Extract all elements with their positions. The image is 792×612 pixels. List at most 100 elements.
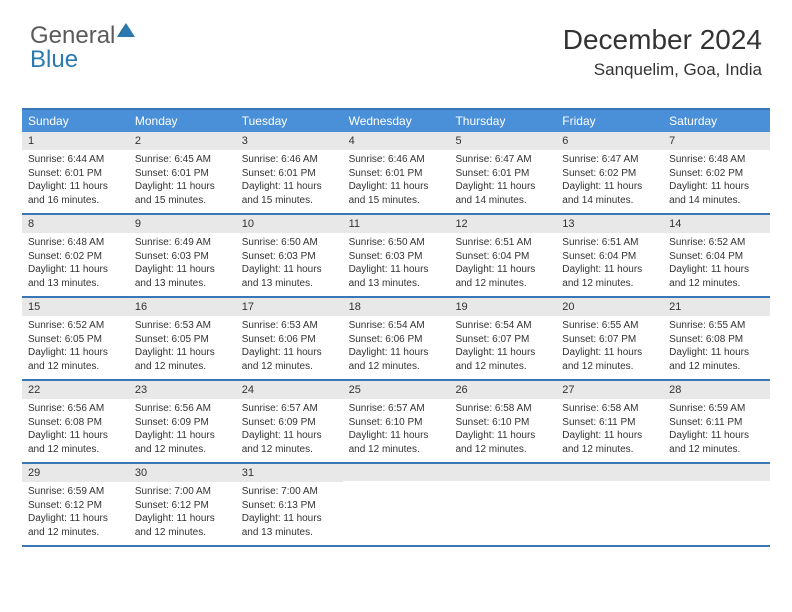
day-number: 18 (343, 298, 450, 316)
day-cell: 5Sunrise: 6:47 AMSunset: 6:01 PMDaylight… (449, 132, 556, 213)
day-cell: 4Sunrise: 6:46 AMSunset: 6:01 PMDaylight… (343, 132, 450, 213)
day-number: 26 (449, 381, 556, 399)
weekday-header: Friday (556, 110, 663, 132)
weekday-header: Monday (129, 110, 236, 132)
day-body: Sunrise: 6:46 AMSunset: 6:01 PMDaylight:… (343, 150, 450, 213)
day-cell: 7Sunrise: 6:48 AMSunset: 6:02 PMDaylight… (663, 132, 770, 213)
day-number: 24 (236, 381, 343, 399)
day-body: Sunrise: 6:54 AMSunset: 6:07 PMDaylight:… (449, 316, 556, 379)
day-number: 11 (343, 215, 450, 233)
day-body: Sunrise: 6:52 AMSunset: 6:04 PMDaylight:… (663, 233, 770, 296)
day-body: Sunrise: 6:48 AMSunset: 6:02 PMDaylight:… (22, 233, 129, 296)
day-number: 27 (556, 381, 663, 399)
day-cell (663, 464, 770, 545)
weekday-header: Sunday (22, 110, 129, 132)
day-cell: 12Sunrise: 6:51 AMSunset: 6:04 PMDayligh… (449, 215, 556, 296)
day-body: Sunrise: 6:55 AMSunset: 6:08 PMDaylight:… (663, 316, 770, 379)
day-body: Sunrise: 6:50 AMSunset: 6:03 PMDaylight:… (343, 233, 450, 296)
day-cell (556, 464, 663, 545)
weekday-header: Wednesday (343, 110, 450, 132)
day-cell: 22Sunrise: 6:56 AMSunset: 6:08 PMDayligh… (22, 381, 129, 462)
day-cell: 28Sunrise: 6:59 AMSunset: 6:11 PMDayligh… (663, 381, 770, 462)
day-number: 30 (129, 464, 236, 482)
day-number: 17 (236, 298, 343, 316)
day-cell: 31Sunrise: 7:00 AMSunset: 6:13 PMDayligh… (236, 464, 343, 545)
day-number: 4 (343, 132, 450, 150)
day-cell: 19Sunrise: 6:54 AMSunset: 6:07 PMDayligh… (449, 298, 556, 379)
day-cell: 15Sunrise: 6:52 AMSunset: 6:05 PMDayligh… (22, 298, 129, 379)
day-cell: 3Sunrise: 6:46 AMSunset: 6:01 PMDaylight… (236, 132, 343, 213)
day-cell: 30Sunrise: 7:00 AMSunset: 6:12 PMDayligh… (129, 464, 236, 545)
day-body: Sunrise: 6:44 AMSunset: 6:01 PMDaylight:… (22, 150, 129, 213)
day-cell: 25Sunrise: 6:57 AMSunset: 6:10 PMDayligh… (343, 381, 450, 462)
day-body: Sunrise: 6:51 AMSunset: 6:04 PMDaylight:… (449, 233, 556, 296)
day-cell: 8Sunrise: 6:48 AMSunset: 6:02 PMDaylight… (22, 215, 129, 296)
day-cell (449, 464, 556, 545)
day-cell: 21Sunrise: 6:55 AMSunset: 6:08 PMDayligh… (663, 298, 770, 379)
day-number: 25 (343, 381, 450, 399)
day-body: Sunrise: 6:48 AMSunset: 6:02 PMDaylight:… (663, 150, 770, 213)
day-number: 29 (22, 464, 129, 482)
weekday-header: Saturday (663, 110, 770, 132)
day-body: Sunrise: 6:59 AMSunset: 6:11 PMDaylight:… (663, 399, 770, 462)
day-body: Sunrise: 7:00 AMSunset: 6:13 PMDaylight:… (236, 482, 343, 545)
day-body: Sunrise: 6:52 AMSunset: 6:05 PMDaylight:… (22, 316, 129, 379)
location: Sanquelim, Goa, India (563, 60, 762, 80)
day-number: 19 (449, 298, 556, 316)
day-body: Sunrise: 6:51 AMSunset: 6:04 PMDaylight:… (556, 233, 663, 296)
weekday-header: Tuesday (236, 110, 343, 132)
day-cell (343, 464, 450, 545)
day-body: Sunrise: 6:53 AMSunset: 6:06 PMDaylight:… (236, 316, 343, 379)
day-body: Sunrise: 6:59 AMSunset: 6:12 PMDaylight:… (22, 482, 129, 545)
day-cell: 14Sunrise: 6:52 AMSunset: 6:04 PMDayligh… (663, 215, 770, 296)
day-cell: 13Sunrise: 6:51 AMSunset: 6:04 PMDayligh… (556, 215, 663, 296)
day-body: Sunrise: 6:47 AMSunset: 6:01 PMDaylight:… (449, 150, 556, 213)
day-cell: 29Sunrise: 6:59 AMSunset: 6:12 PMDayligh… (22, 464, 129, 545)
day-cell: 20Sunrise: 6:55 AMSunset: 6:07 PMDayligh… (556, 298, 663, 379)
day-number: 1 (22, 132, 129, 150)
day-body: Sunrise: 6:50 AMSunset: 6:03 PMDaylight:… (236, 233, 343, 296)
day-cell: 27Sunrise: 6:58 AMSunset: 6:11 PMDayligh… (556, 381, 663, 462)
day-cell: 24Sunrise: 6:57 AMSunset: 6:09 PMDayligh… (236, 381, 343, 462)
month-title: December 2024 (563, 24, 762, 56)
day-cell: 16Sunrise: 6:53 AMSunset: 6:05 PMDayligh… (129, 298, 236, 379)
day-number: 14 (663, 215, 770, 233)
weeks-container: 1Sunrise: 6:44 AMSunset: 6:01 PMDaylight… (22, 132, 770, 547)
day-number: 16 (129, 298, 236, 316)
day-body: Sunrise: 7:00 AMSunset: 6:12 PMDaylight:… (129, 482, 236, 545)
day-cell: 23Sunrise: 6:56 AMSunset: 6:09 PMDayligh… (129, 381, 236, 462)
day-number: 15 (22, 298, 129, 316)
day-body: Sunrise: 6:56 AMSunset: 6:09 PMDaylight:… (129, 399, 236, 462)
day-number: 12 (449, 215, 556, 233)
week-row: 15Sunrise: 6:52 AMSunset: 6:05 PMDayligh… (22, 298, 770, 381)
day-cell: 18Sunrise: 6:54 AMSunset: 6:06 PMDayligh… (343, 298, 450, 379)
day-number: 10 (236, 215, 343, 233)
week-row: 8Sunrise: 6:48 AMSunset: 6:02 PMDaylight… (22, 215, 770, 298)
day-number: 6 (556, 132, 663, 150)
day-cell: 2Sunrise: 6:45 AMSunset: 6:01 PMDaylight… (129, 132, 236, 213)
weekday-header: Thursday (449, 110, 556, 132)
day-cell: 17Sunrise: 6:53 AMSunset: 6:06 PMDayligh… (236, 298, 343, 379)
day-cell: 26Sunrise: 6:58 AMSunset: 6:10 PMDayligh… (449, 381, 556, 462)
day-body: Sunrise: 6:53 AMSunset: 6:05 PMDaylight:… (129, 316, 236, 379)
day-cell: 6Sunrise: 6:47 AMSunset: 6:02 PMDaylight… (556, 132, 663, 213)
day-number: 7 (663, 132, 770, 150)
day-number: 3 (236, 132, 343, 150)
day-number: 28 (663, 381, 770, 399)
calendar: SundayMondayTuesdayWednesdayThursdayFrid… (22, 108, 770, 547)
day-body: Sunrise: 6:49 AMSunset: 6:03 PMDaylight:… (129, 233, 236, 296)
day-cell: 11Sunrise: 6:50 AMSunset: 6:03 PMDayligh… (343, 215, 450, 296)
day-number: 2 (129, 132, 236, 150)
day-number: 8 (22, 215, 129, 233)
day-cell: 1Sunrise: 6:44 AMSunset: 6:01 PMDaylight… (22, 132, 129, 213)
day-body: Sunrise: 6:56 AMSunset: 6:08 PMDaylight:… (22, 399, 129, 462)
day-body: Sunrise: 6:58 AMSunset: 6:11 PMDaylight:… (556, 399, 663, 462)
day-number: 22 (22, 381, 129, 399)
day-number: 5 (449, 132, 556, 150)
week-row: 22Sunrise: 6:56 AMSunset: 6:08 PMDayligh… (22, 381, 770, 464)
day-number: 23 (129, 381, 236, 399)
day-number: 9 (129, 215, 236, 233)
logo-text-blue: Blue (30, 46, 78, 74)
day-number: 21 (663, 298, 770, 316)
day-body: Sunrise: 6:58 AMSunset: 6:10 PMDaylight:… (449, 399, 556, 462)
